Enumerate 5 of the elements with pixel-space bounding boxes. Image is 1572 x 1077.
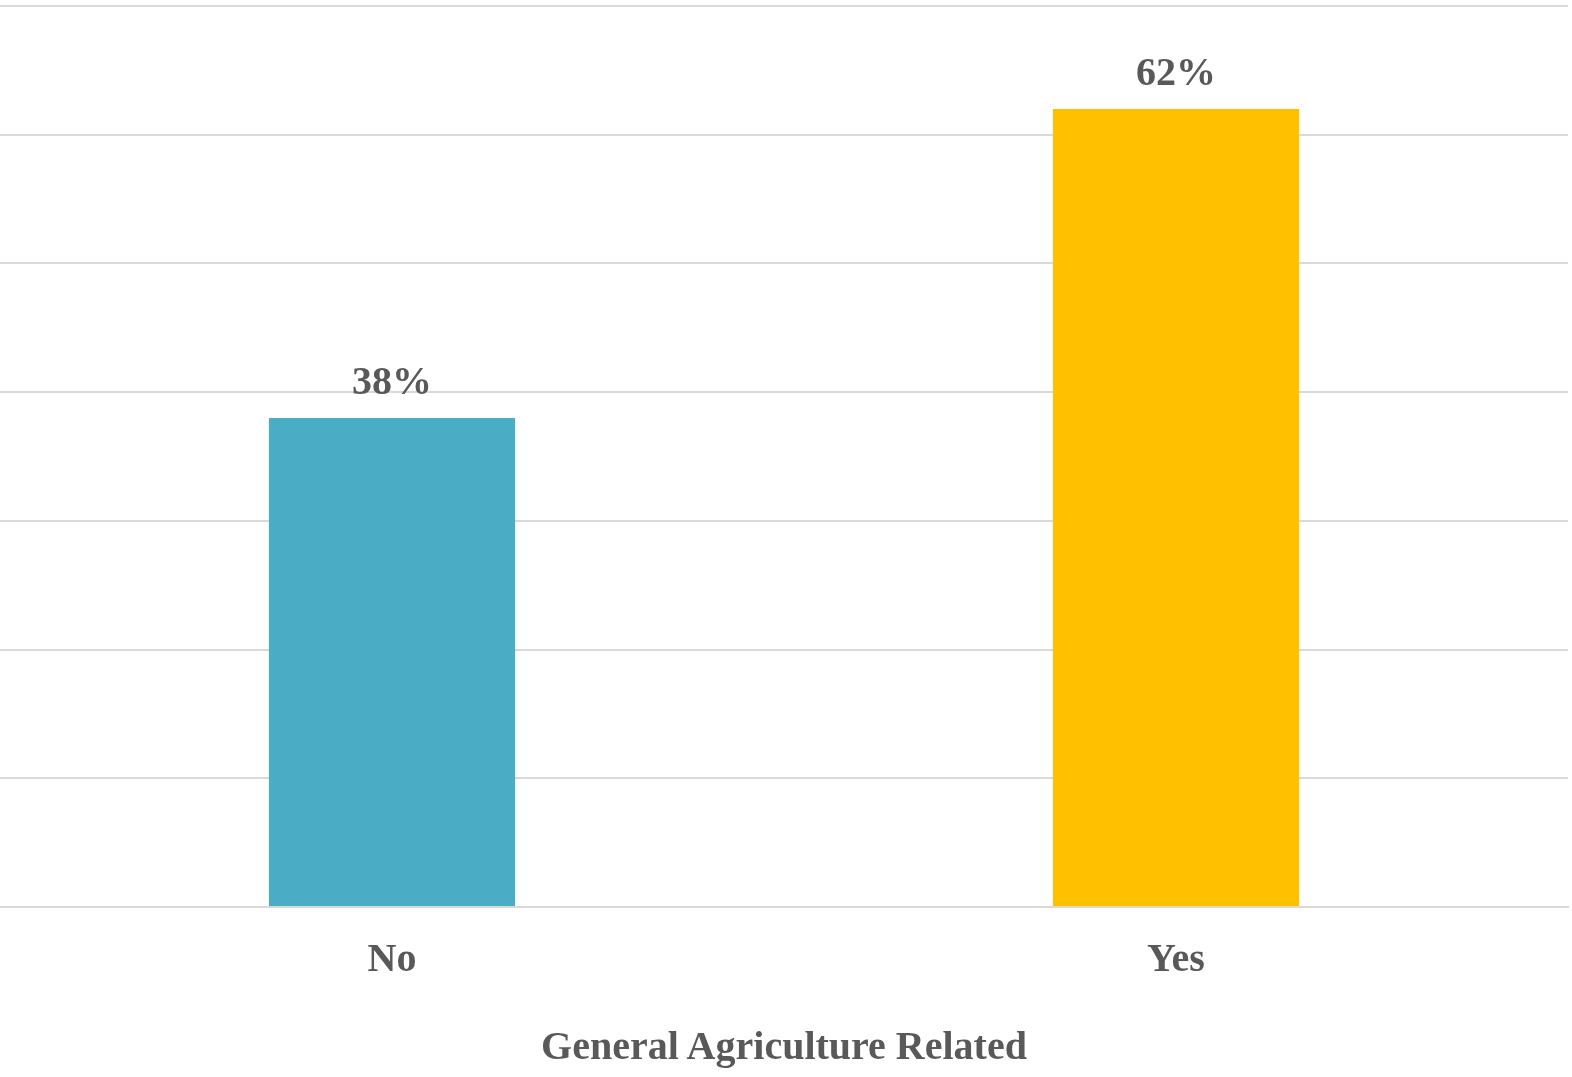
data-label: 38%	[352, 358, 432, 404]
data-label: 62%	[1136, 49, 1216, 95]
x-tick-label: Yes	[1147, 935, 1205, 981]
x-axis-title: General Agriculture Related	[541, 1023, 1027, 1069]
x-tick-label: No	[367, 935, 417, 981]
